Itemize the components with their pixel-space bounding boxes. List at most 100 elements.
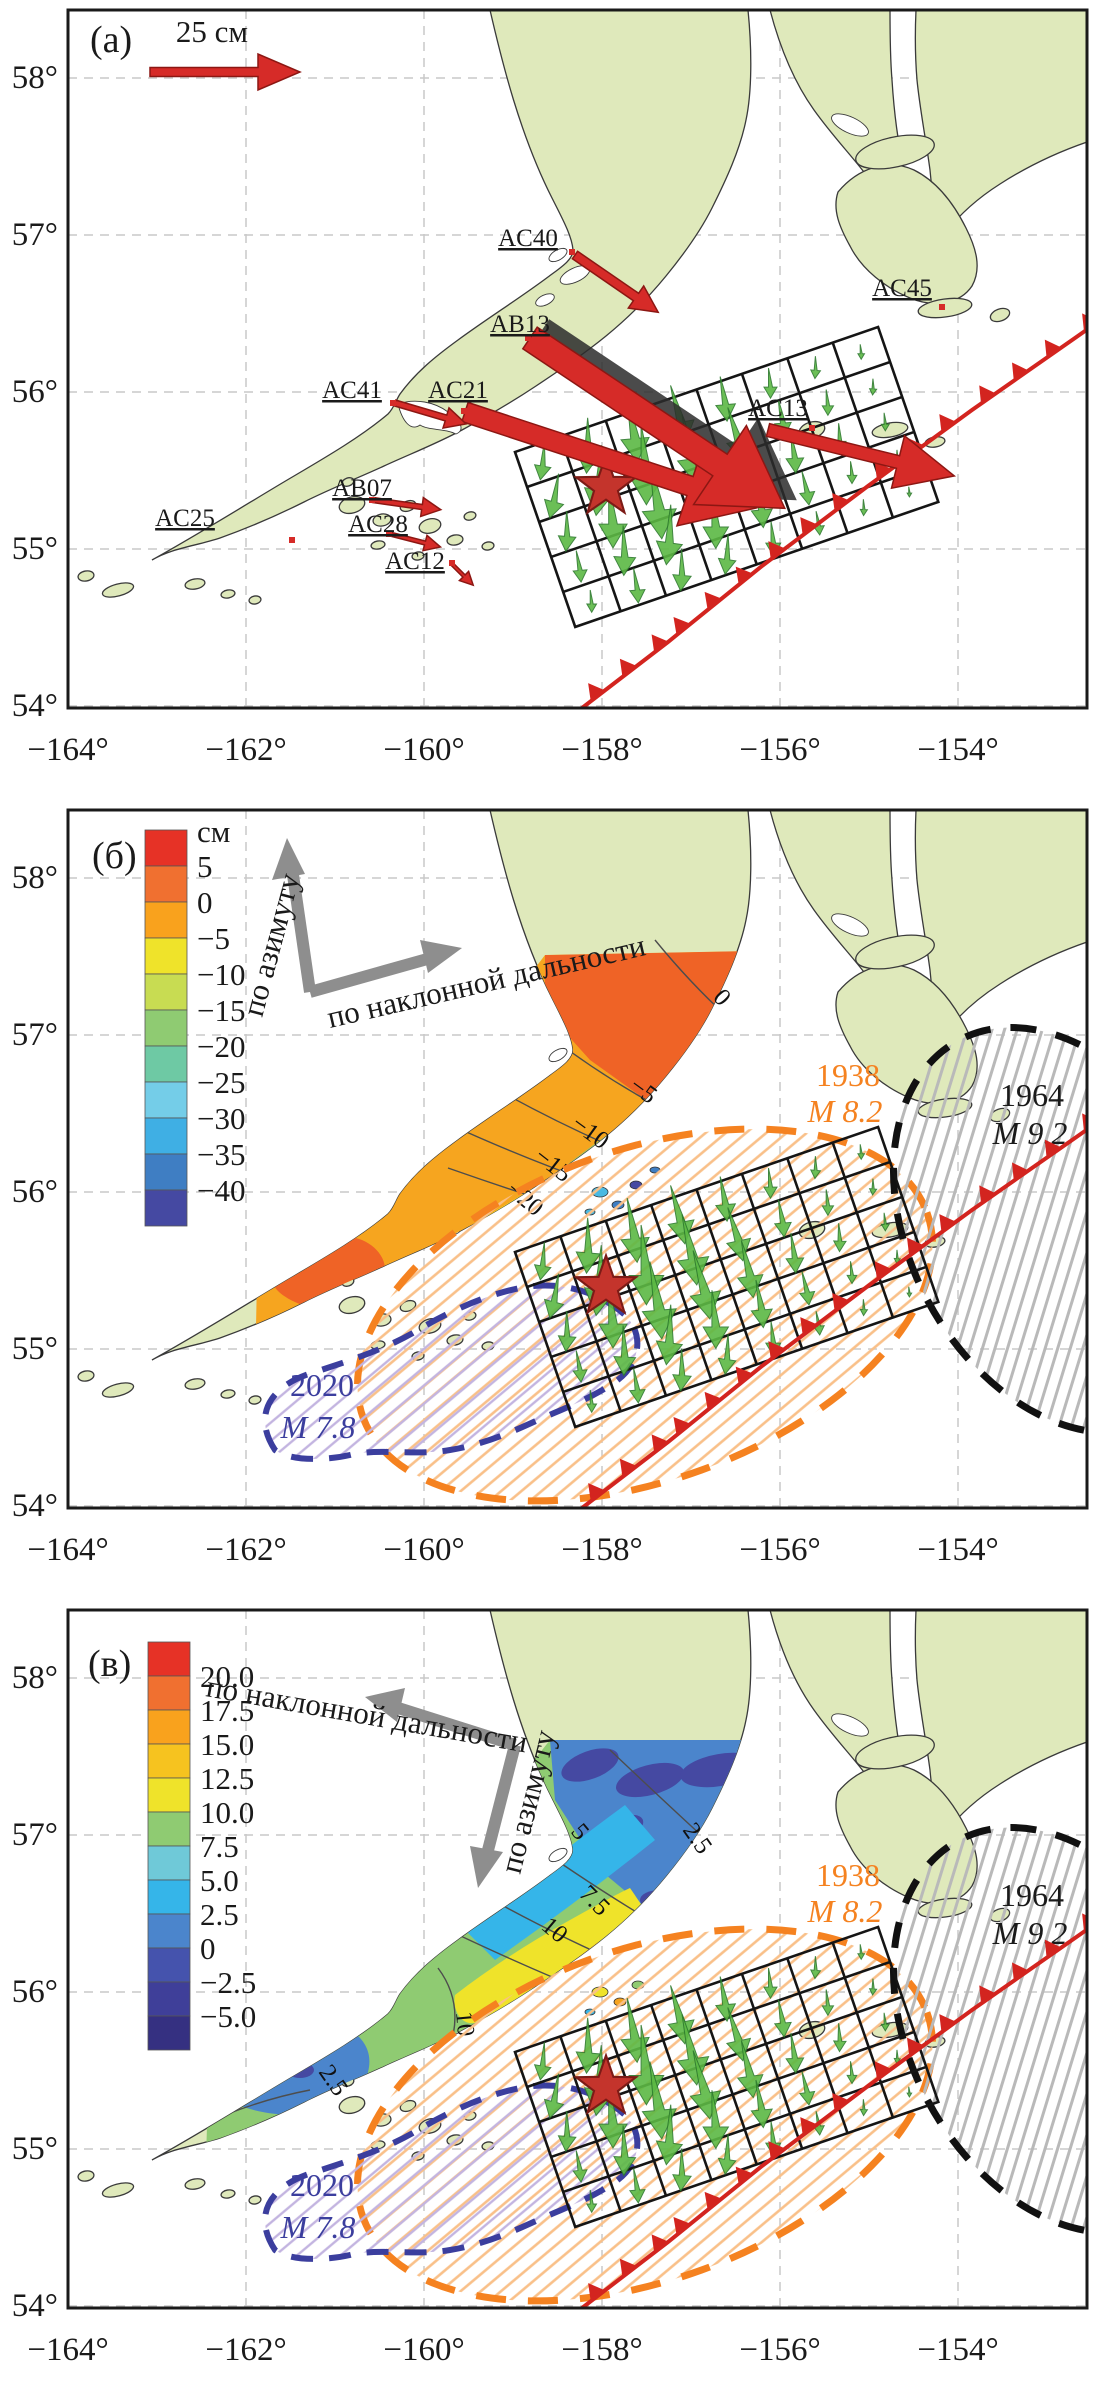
lon-tick-label: −158° [561,732,642,768]
lon-tick-label: −158° [561,2332,642,2368]
lon-tick-label: −164° [27,2332,108,2368]
colorbar-tick: −30 [197,1101,245,1136]
axis-labels-a: 58° 57° 56° 55° 54° −164° −162° −160° −158° −156°… [12,60,999,768]
gps-arrow-AB13 [521,326,786,510]
colorbar-tick: −2.5 [200,1965,256,2000]
station-dot-AC45 [939,304,945,310]
station-dot-AC41 [390,400,396,406]
colorbar-tick: −20 [197,1029,245,1064]
colorbar-swatch [147,1811,191,1847]
colorbar-swatch [144,1117,188,1155]
gps-arrow-AB07 [371,496,443,518]
lat-tick-label: 58° [12,1660,58,1696]
map-frame-a [66,8,1089,710]
colorbar-tick: −10 [197,957,245,992]
colorbar-swatch [147,1879,191,1915]
lon-tick-label: −156° [739,2332,820,2368]
station-label-AC45: AC45 [872,275,932,302]
colorbar-swatch [144,865,188,903]
lon-tick-label: −160° [383,2332,464,2368]
colorbar-swatch [144,1009,188,1047]
colorbar-swatch [144,1081,188,1119]
gps-stations: AC40 AC45 AB13 AC41 AC21 AC13 AB07 AC25 AC28 AC12 [155,225,945,575]
axis-labels-b: 58° 57° 56° 55° 54° −164° −162° −160° −158° −156°… [12,860,999,1568]
colorbar-swatch [147,1913,191,1949]
colorbar-swatch [144,937,188,975]
colorbar-swatch [147,1743,191,1779]
gps-vectors [149,52,957,587]
gps-arrow-AC12 [449,561,475,587]
colorbar-swatch [147,2015,191,2051]
lat-tick-label: 54° [12,2288,58,2324]
colorbar-tick: −5 [197,921,230,956]
lat-tick-label: 54° [12,688,58,724]
station-label-AC21: AC21 [428,377,488,404]
colorbar-tick: 5 [197,849,213,884]
colorbar-swatch [144,1045,188,1083]
lat-tick-label: 57° [12,1817,58,1853]
colorbar-tick: −35 [197,1137,245,1172]
axis-labels-v: 58° 57° 56° 55° 54° −164° −162° −160° −158° −156°… [12,1660,999,2368]
lon-tick-label: −160° [383,732,464,768]
panel-a-label: (a) [90,19,132,61]
colorbar-tick: 0 [200,1931,216,1966]
panel-b-los-map: 0 −5 −10 −15 −20 по азимуту по наклонной… [12,808,1089,1568]
lat-tick-label: 56° [12,1974,58,2010]
lon-tick-label: −156° [739,1532,820,1568]
lon-tick-label: −156° [739,732,820,768]
station-dot-AC12 [449,560,455,566]
station-label-AC25: AC25 [155,505,215,532]
gps-arrow-AC40 [571,250,660,314]
station-label-AC41: AC41 [322,377,382,404]
scale-arrow-label: 25 см [176,14,248,49]
colorbar-tick: 0 [197,885,213,920]
colorbar-tick: 2.5 [200,1897,239,1932]
station-label-AC40: AC40 [498,225,558,252]
lon-tick-label: −162° [205,1532,286,1568]
gps-arrow-AC13 [765,422,957,490]
station-dot-AB07 [369,497,375,503]
gps-arrow-AC28 [388,531,443,552]
station-dot-AC40 [569,249,575,255]
station-label-AB13: AB13 [490,311,550,338]
lon-tick-label: −164° [27,732,108,768]
lat-tick-label: 55° [12,1331,58,1367]
colorbar-swatch [147,1709,191,1745]
colorbar-swatch [147,1777,191,1813]
lon-tick-label: −162° [205,732,286,768]
colorbar-swatch [144,973,188,1011]
panel-v-azimuth-map: 2.5 5 7.5 10 10 2.5 по наклонной дальнос… [12,1608,1089,2368]
colorbar-tick: 15.0 [200,1727,254,1762]
station-dot-AC25 [289,537,295,543]
colorbar-tick: −25 [197,1065,245,1100]
lat-tick-label: 54° [12,1488,58,1524]
panel-a-gps-map: AC40 AC45 AB13 AC41 AC21 AC13 AB07 AC25 AC28 AC12… [12,8,1089,768]
lat-tick-label: 57° [12,217,58,253]
colorbar-azimuth: 20.017.515.012.510.07.55.02.50−2.5−5.0 [147,1641,256,2051]
lon-tick-label: −158° [561,1532,642,1568]
colorbar-swatch [144,1189,188,1227]
colorbar-swatch [144,829,188,867]
colorbar-unit: см [197,814,230,849]
colorbar-tick: 5.0 [200,1863,239,1898]
station-label-AC12: AC12 [385,548,445,575]
colorbar-tick: −15 [197,993,245,1028]
lat-tick-label: 56° [12,1174,58,1210]
colorbar-tick: 10.0 [200,1795,254,1830]
panel-b-label: (б) [92,835,137,877]
colorbar-swatch [147,1981,191,2017]
station-dot-AC21 [461,408,467,414]
colorbar-swatch [147,1641,191,1677]
radar-geometry-arrows: по наклонной дальности по азимуту [204,1668,562,1888]
lon-tick-label: −164° [27,1532,108,1568]
map-frame-b [66,808,1089,1510]
colorbar-tick: 17.5 [200,1693,254,1728]
station-dot-AC13 [809,425,815,431]
station-label-AB07: AB07 [332,475,392,502]
station-label-AC13: AC13 [748,395,808,422]
lon-tick-label: −154° [917,2332,998,2368]
gps-arrow-AC41 [393,399,468,430]
colorbar-swatch [144,901,188,939]
